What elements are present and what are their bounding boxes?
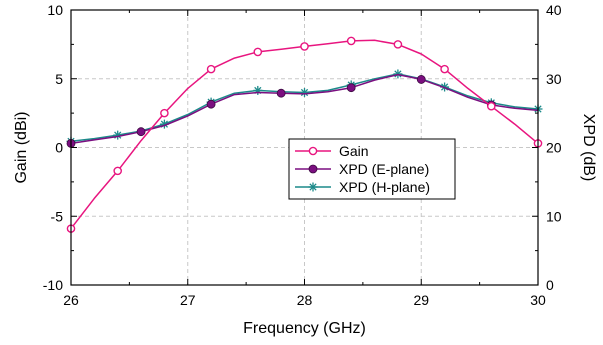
- series-1-point-shape: [416, 75, 426, 84]
- series-1-point-shape: [276, 88, 286, 98]
- right-y-tick-label: 30: [546, 71, 562, 87]
- right-y-tick-label: 10: [546, 208, 562, 224]
- x-tick-label: 26: [63, 292, 79, 308]
- left-y-axis-title: Gain (dBi): [13, 111, 30, 183]
- legend-label: Gain: [339, 143, 369, 159]
- series-1-point-shape: [346, 83, 356, 93]
- legend-items: Gain XPD (E-plane) XPD (H-plane): [295, 143, 430, 195]
- series-0-point: [486, 101, 496, 111]
- series-1-point: [346, 83, 356, 93]
- x-tick-label: 28: [297, 292, 313, 308]
- series-0-point: [300, 42, 309, 51]
- left-y-tick-label: 0: [55, 140, 63, 156]
- series-0-point: [253, 47, 263, 57]
- series-0-point: [393, 40, 403, 49]
- right-y-axis-title: XPD (dB): [580, 114, 597, 182]
- series-1-point: [276, 88, 286, 98]
- series-1-point: [136, 127, 146, 137]
- series-1-point-shape: [136, 127, 146, 137]
- right-y-tick-label: 0: [546, 277, 554, 293]
- series-0-point: [113, 166, 122, 176]
- series-0-point: [206, 64, 216, 74]
- series-0-point: [346, 36, 356, 46]
- left-y-tick-label: -5: [51, 208, 64, 224]
- x-tick-label: 29: [413, 292, 429, 308]
- right-y-tick-label: 40: [546, 2, 562, 18]
- legend-swatch-marker-shape: [308, 164, 318, 174]
- series-2-point-stroke: [300, 88, 309, 97]
- legend-item: XPD (H-plane): [295, 179, 430, 195]
- x-axis-title: Frequency (GHz): [243, 320, 366, 337]
- ticks: [70, 9, 539, 286]
- legend: Gain XPD (E-plane) XPD (H-plane): [288, 138, 456, 200]
- series-0-point: [440, 64, 449, 74]
- series-2-point: [300, 88, 309, 97]
- legend-item: XPD (E-plane): [295, 161, 429, 177]
- series-1-point: [206, 99, 216, 109]
- series-1-point: [416, 75, 426, 84]
- series-1: [66, 73, 539, 148]
- legend-swatch-marker: [308, 146, 318, 156]
- series-2-point: [253, 85, 263, 95]
- x-tick-label: 30: [530, 292, 546, 308]
- series-1-point-shape: [206, 99, 216, 109]
- series-layer: [66, 36, 543, 233]
- legend-item: Gain: [295, 143, 369, 159]
- series-0-point: [160, 108, 169, 118]
- right-y-tick-label: 20: [546, 140, 562, 156]
- x-tick-label: 27: [180, 292, 196, 308]
- legend-swatch-marker: [308, 164, 318, 174]
- legend-swatch-marker: [308, 182, 318, 192]
- left-y-tick-label: 10: [47, 2, 63, 18]
- series-1-line: [70, 73, 539, 145]
- left-y-tick-label: -10: [43, 277, 63, 293]
- left-y-tick-label: 5: [55, 71, 63, 87]
- tick-labels: 26 27 28 29 30 -10 -5 0 5 10 0 10 20 30 40: [43, 2, 562, 308]
- legend-label: XPD (E-plane): [339, 161, 429, 177]
- legend-swatch-marker-stroke: [309, 183, 317, 191]
- series-0: [66, 36, 543, 233]
- legend-label: XPD (H-plane): [339, 179, 430, 195]
